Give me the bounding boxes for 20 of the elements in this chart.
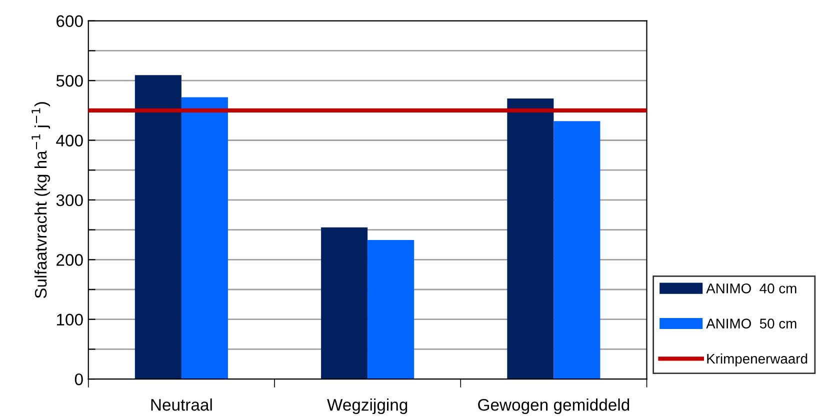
y-tick-label: 600 xyxy=(56,15,83,28)
y-tick-label: 500 xyxy=(56,74,83,87)
legend-label: ANIMO 50 cm xyxy=(706,318,796,328)
bar xyxy=(368,240,414,380)
y-tick-label: 200 xyxy=(56,254,83,266)
legend-label: Krimpenerwaard xyxy=(707,353,808,366)
bar xyxy=(321,227,368,380)
y-tick-label: 100 xyxy=(56,314,83,326)
bar xyxy=(134,75,182,380)
bar xyxy=(507,98,554,380)
y-tick-label: 300 xyxy=(56,194,83,206)
y-tick-label: 400 xyxy=(56,134,83,146)
y-axis-title: Sulfaatvracht (kg ha$^{−1}$ j$^{−1}$) xyxy=(32,102,50,298)
legend-label: ANIMO 40 cm xyxy=(706,283,796,294)
bar xyxy=(181,97,228,380)
x-tick-label: Gewogen gemiddeld xyxy=(478,398,630,414)
y-tick-label: 0 xyxy=(74,373,83,386)
x-tick-label: Wegzijging xyxy=(327,398,408,414)
x-tick-label: Neutraal xyxy=(151,398,212,411)
bar xyxy=(554,121,600,380)
